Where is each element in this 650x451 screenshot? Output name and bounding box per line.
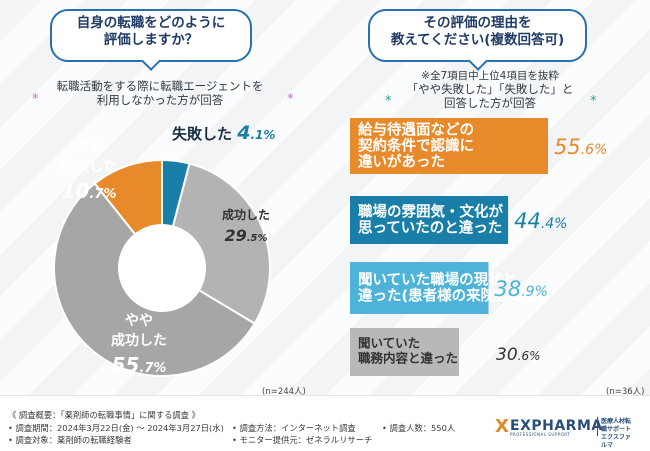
footer-monitor: • モニター提供元：ゼネラルリサーチ bbox=[232, 435, 373, 445]
pie-label-line-1-0: 成功した bbox=[221, 208, 270, 222]
bar-label-2-1: 違った(患者様の来院数など) bbox=[358, 287, 545, 305]
bar-1 bbox=[350, 196, 509, 244]
bar-label-0-1: 契約条件で認識に bbox=[357, 137, 474, 155]
pie-value-1: 29.5% bbox=[224, 226, 268, 245]
footer bbox=[0, 395, 650, 451]
bar-value-1: 44.4% bbox=[514, 209, 567, 233]
logo-desc: 医療人材転職サポート エクスファルマ bbox=[601, 418, 635, 450]
footer-period: • 調査期間：2024年3月22日(金) 〜 2024年3月27日(水) bbox=[8, 423, 224, 433]
footer-method: • 調査方法：インターネット調査 bbox=[232, 423, 356, 433]
logo-x-mark: X bbox=[495, 416, 509, 437]
footer-count: • 調査人数：550人 bbox=[382, 423, 456, 433]
left-star-icon: * bbox=[32, 92, 39, 107]
left-note-line-2: 利用しなかった方が回答 bbox=[96, 93, 224, 107]
left-note-line-1: 転職活動をする際に転職エージェントを bbox=[56, 79, 264, 93]
pie-label-line-2-1: 成功した bbox=[111, 333, 167, 349]
pie-chart bbox=[53, 158, 271, 378]
right-star-icon-right: * bbox=[590, 94, 597, 109]
left-question-line-2: 評価しますか？ bbox=[103, 32, 199, 48]
logo-desc-line-1: 医療人材転職サポート bbox=[601, 418, 632, 433]
pie-label-1: 成功した 29.5% bbox=[196, 207, 296, 245]
pie-label-line-3-0: やや bbox=[75, 139, 103, 155]
expharma-logo: X EXPHARMA PROFESSIONAL SUPPORT 医療人材転職サポ… bbox=[495, 416, 635, 449]
right-n-label: (n=36人) bbox=[606, 387, 645, 397]
left-note: 転職活動をする際に転職エージェントを 利用しなかった方が回答 bbox=[40, 79, 280, 107]
bar-label-0-0: 給与待遇面などの bbox=[358, 121, 474, 139]
right-note-top: ※全7項目中上位4項目を抜粋 bbox=[421, 70, 559, 82]
bar-label-3-0: 聞いていた bbox=[358, 336, 420, 351]
bar-value-3: 30.6% bbox=[496, 345, 541, 365]
bar-2 bbox=[350, 262, 489, 314]
bar-value-0: 55.6% bbox=[554, 135, 607, 159]
bar-label-2-0: 聞いていた職場の現状と bbox=[358, 271, 517, 289]
pie-label-text-0: 失敗した bbox=[172, 125, 238, 143]
pie-label-2: やや成功した 55.7% bbox=[84, 311, 194, 377]
right-note: 「やや失敗した」「失敗した」と 回答した方が回答 bbox=[395, 82, 585, 110]
footer-overview: 《 調査概要：「薬剤師の転職事情」に関する調査 》 bbox=[8, 410, 200, 420]
bar-label-3-1: 職務内容と違った bbox=[358, 351, 458, 366]
pie-label-line-2-0: やや bbox=[125, 313, 153, 329]
right-star-icon: * bbox=[385, 94, 392, 109]
left-n-label: (n=244人) bbox=[262, 387, 306, 397]
pie-label-0: 失敗した 4.1% bbox=[172, 122, 312, 144]
bar-label-0-2: 違いがあった bbox=[358, 153, 445, 171]
right-question-line-2: 教えてください(複数回答可) bbox=[390, 32, 565, 48]
left-star-icon-right: * bbox=[287, 92, 294, 107]
left-question-line-1: 自身の転職をどのように bbox=[76, 15, 226, 31]
bar-value-2: 38.9% bbox=[495, 277, 548, 301]
left-question-bubble: 自身の転職をどのように 評価しますか？ bbox=[50, 9, 252, 62]
footer-target: • 調査対象：薬剤師の転職経験者 bbox=[8, 435, 132, 445]
bar-label-1-0: 職場の雰囲気・文化が bbox=[358, 203, 503, 221]
logo-name: EXPHARMA bbox=[510, 418, 603, 434]
pie-value-3: 10.7% bbox=[61, 179, 117, 203]
logo-tagline: PROFESSIONAL SUPPORT bbox=[510, 432, 571, 437]
right-note-line-1: 「やや失敗した」「失敗した」と bbox=[406, 82, 574, 96]
pie-value-2: 55.7% bbox=[111, 353, 167, 377]
right-question-line-1: その評価の理由を bbox=[423, 15, 532, 31]
pie-value-0: 4.1% bbox=[237, 122, 276, 144]
right-question-bubble: その評価の理由を 教えてください(複数回答可) bbox=[368, 9, 587, 62]
bar-3 bbox=[350, 328, 459, 376]
pie-label-line-3-1: 失敗した bbox=[61, 159, 117, 175]
pie-label-3: やや失敗した 10.7% bbox=[44, 137, 134, 203]
bar-label-1-1: 思っていたのと違った bbox=[358, 219, 502, 237]
right-note-line-2: 回答した方が回答 bbox=[444, 96, 536, 110]
bar-0 bbox=[350, 118, 548, 174]
logo-divider bbox=[597, 417, 598, 436]
logo-desc-line-2: エクスファルマ bbox=[601, 434, 631, 449]
pie-hole bbox=[118, 224, 206, 312]
